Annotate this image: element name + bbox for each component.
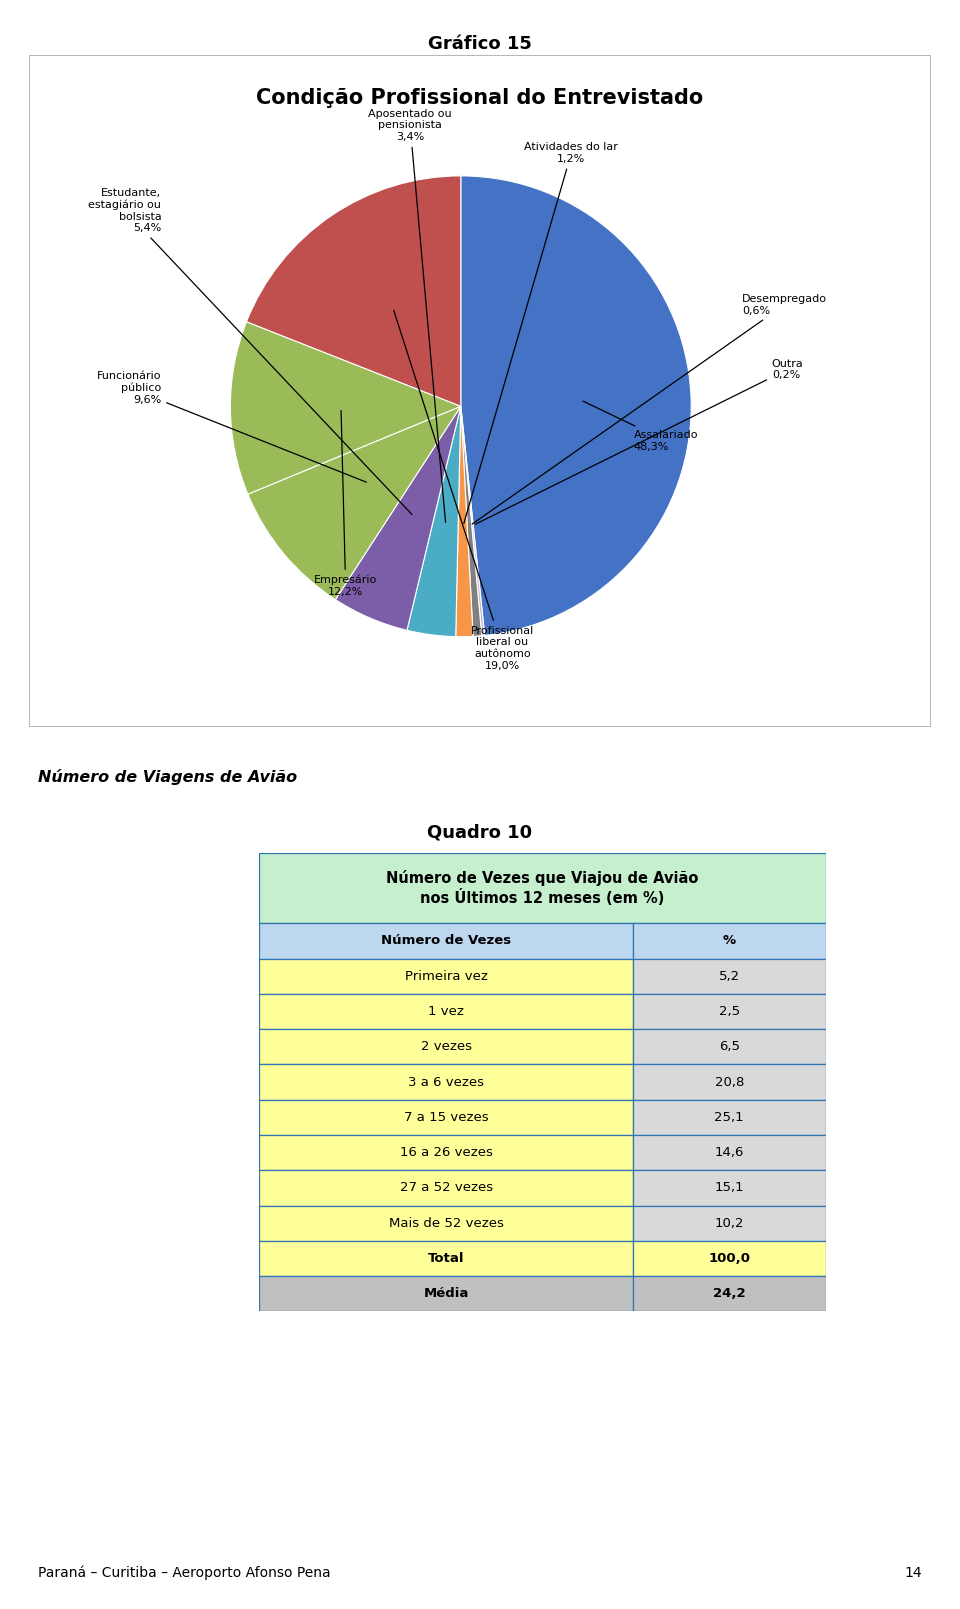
Text: Quadro 10: Quadro 10 [427,824,533,842]
Text: Estudante,
estagiário ou
bolsista
5,4%: Estudante, estagiário ou bolsista 5,4% [88,188,412,515]
Bar [259,853,826,924]
Text: 2,5: 2,5 [719,1006,740,1018]
Text: Empresário
12,2%: Empresário 12,2% [314,410,377,597]
Bar [259,1170,633,1205]
Bar [633,1099,826,1134]
Bar [259,1205,633,1241]
Wedge shape [461,405,485,636]
Text: Condição Profissional do Entrevistado: Condição Profissional do Entrevistado [256,88,704,108]
Text: 16 a 26 vezes: 16 a 26 vezes [399,1146,492,1158]
Wedge shape [248,405,461,600]
Text: Número de Vezes: Número de Vezes [381,935,511,948]
Bar [633,1205,826,1241]
Text: Assalariado
48,3%: Assalariado 48,3% [583,401,698,452]
Wedge shape [335,405,461,631]
Wedge shape [456,405,473,637]
Wedge shape [461,175,691,636]
Bar [259,1030,633,1065]
Text: 6,5: 6,5 [719,1041,740,1054]
Text: %: % [723,935,736,948]
Wedge shape [247,175,461,405]
Wedge shape [461,405,482,636]
Text: 100,0: 100,0 [708,1252,751,1265]
Text: Número de Vezes que Viajou de Avião
nos Últimos 12 meses (em %): Número de Vezes que Viajou de Avião nos … [386,870,699,906]
Text: Atividades do lar
1,2%: Atividades do lar 1,2% [464,142,618,523]
Bar [259,1065,633,1099]
Text: Primeira vez: Primeira vez [405,970,488,983]
Bar [633,1134,826,1170]
Text: Paraná – Curitiba – Aeroporto Afonso Pena: Paraná – Curitiba – Aeroporto Afonso Pen… [38,1566,331,1580]
FancyBboxPatch shape [29,55,931,727]
Bar [633,1276,826,1311]
Bar [633,1241,826,1276]
Text: 5,2: 5,2 [719,970,740,983]
Text: 7 a 15 vezes: 7 a 15 vezes [404,1110,489,1123]
Bar [259,994,633,1030]
Bar [633,924,826,959]
Bar [633,1030,826,1065]
Bar [259,1134,633,1170]
Bar [259,1099,633,1134]
Bar [633,959,826,994]
Text: 24,2: 24,2 [713,1287,746,1300]
Bar [633,994,826,1030]
Text: Média: Média [423,1287,468,1300]
Text: Número de Viagens de Avião: Número de Viagens de Avião [38,769,298,785]
Text: Funcionário
público
9,6%: Funcionário público 9,6% [97,372,367,483]
Bar [259,1241,633,1276]
Bar [259,1276,633,1311]
Wedge shape [230,322,461,494]
Bar [633,1065,826,1099]
Text: Desempregado
0,6%: Desempregado 0,6% [472,294,827,525]
Text: Total: Total [428,1252,465,1265]
Bar [259,959,633,994]
Text: 20,8: 20,8 [714,1075,744,1089]
Text: 3 a 6 vezes: 3 a 6 vezes [408,1075,484,1089]
Text: 15,1: 15,1 [714,1181,744,1194]
Text: 14: 14 [904,1566,922,1580]
Text: 14,6: 14,6 [714,1146,744,1158]
Text: 27 a 52 vezes: 27 a 52 vezes [399,1181,492,1194]
Text: Profissional
liberal ou
autônomo
19,0%: Profissional liberal ou autônomo 19,0% [394,311,534,671]
Text: 10,2: 10,2 [714,1216,744,1229]
Bar [259,924,633,959]
Bar [633,1170,826,1205]
Text: Mais de 52 vezes: Mais de 52 vezes [389,1216,504,1229]
Text: 2 vezes: 2 vezes [420,1041,471,1054]
Wedge shape [407,405,461,637]
Text: 25,1: 25,1 [714,1110,744,1123]
Text: 1 vez: 1 vez [428,1006,464,1018]
Text: Outra
0,2%: Outra 0,2% [475,359,804,525]
Text: Aposentado ou
pensionista
3,4%: Aposentado ou pensionista 3,4% [369,108,452,523]
Text: Gráfico 15: Gráfico 15 [428,35,532,53]
